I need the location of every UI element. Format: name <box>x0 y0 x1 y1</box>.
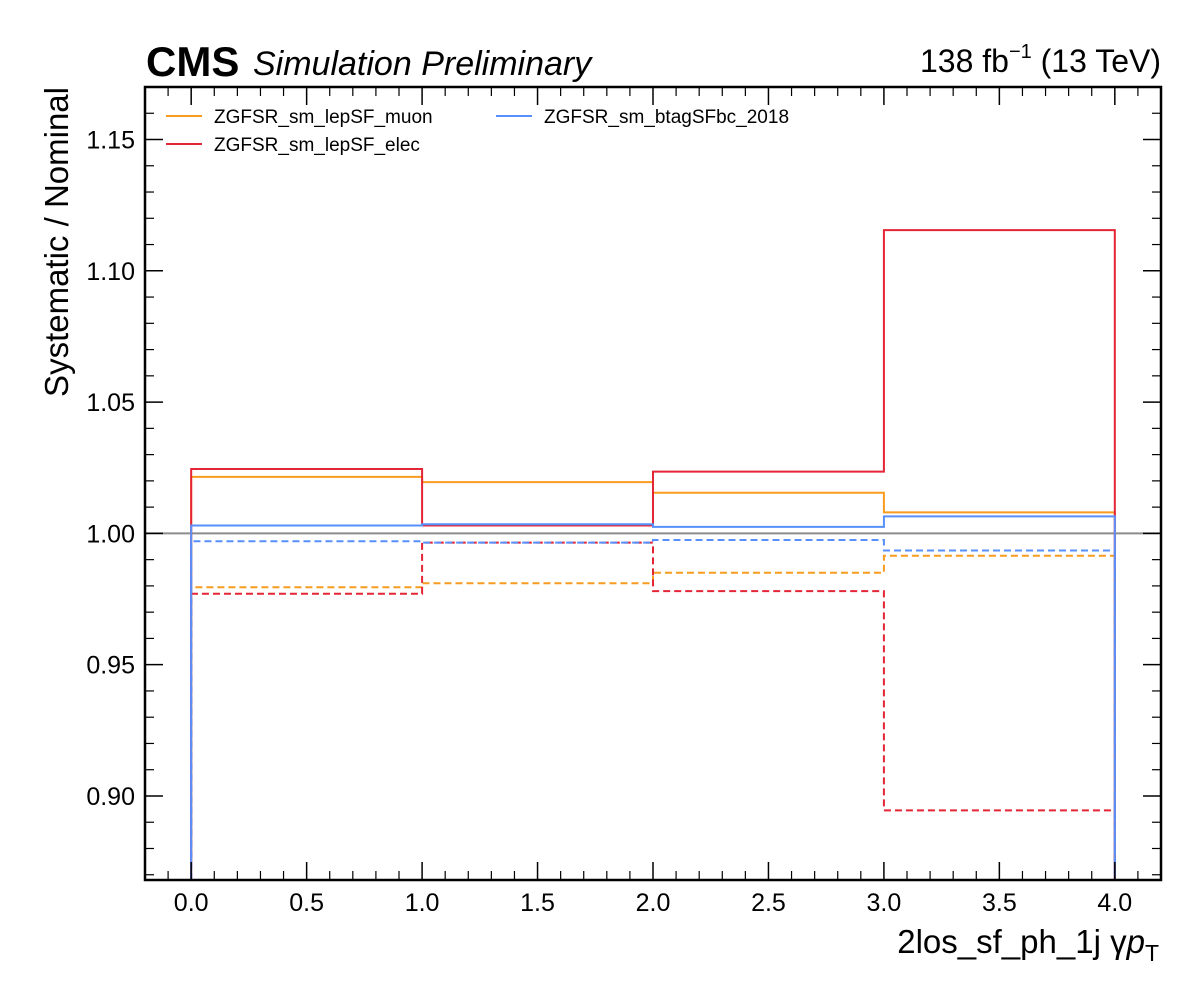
y-tick-label: 0.95 <box>86 652 135 680</box>
axis-ticks-layer: 0.0 0.5 1.0 1.5 2.0 2.5 3.0 3.5 4.0 0.90 0.95 1.00 1… <box>86 86 1162 917</box>
x-axis-title-sub: T <box>1145 940 1159 966</box>
plot-frame <box>143 85 1163 882</box>
legend-label: ZGFSR_sm_btagSFbc_2018 <box>544 107 789 128</box>
x-tick-label: 1.5 <box>520 889 555 917</box>
x-tick-label: 0.5 <box>289 889 324 917</box>
legend-label: ZGFSR_sm_lepSF_muon <box>214 107 433 128</box>
series-ZGFSR_sm_btagSFbc_2018-up <box>190 515 1116 880</box>
y-tick-label: 1.00 <box>86 520 135 548</box>
series-layer <box>190 229 1116 880</box>
series-ZGFSR_sm_btagSFbc_2018-down <box>190 538 1116 880</box>
series-ZGFSR_sm_lepSF_elec-up <box>190 229 1116 880</box>
y-tick-label: 1.15 <box>86 127 135 155</box>
lumi-value: 138 fb <box>920 43 1009 79</box>
x-tick-label: 1.0 <box>405 889 440 917</box>
x-axis-title: 2los_sf_ph_1j γpT <box>897 923 1159 966</box>
x-tick-label: 3.5 <box>982 889 1017 917</box>
x-axis-title-var: p <box>1126 923 1145 960</box>
luminosity-label: 138 fb−1 (13 TeV) <box>920 41 1161 79</box>
x-axis-title-main: 2los_sf_ph_1j γ <box>897 923 1127 960</box>
y-tick-label: 0.90 <box>86 783 135 811</box>
y-axis-title: Systematic / Nominal <box>38 87 75 397</box>
cms-label: CMS <box>146 38 239 85</box>
x-tick-label: 4.0 <box>1097 889 1132 917</box>
x-tick-label: 0.0 <box>174 889 209 917</box>
legend: ZGFSR_sm_lepSF_muon ZGFSR_sm_lepSF_elec ZG… <box>166 107 789 156</box>
x-tick-label: 3.0 <box>867 889 902 917</box>
series-ZGFSR_sm_lepSF_muon-up <box>190 475 1116 880</box>
simulation-status-label: Simulation Preliminary <box>253 45 593 83</box>
energy-label: (13 TeV) <box>1032 43 1161 79</box>
y-tick-label: 1.10 <box>86 258 135 286</box>
x-tick-label: 2.0 <box>636 889 671 917</box>
y-tick-label: 1.05 <box>86 389 135 417</box>
lumi-exponent: −1 <box>1009 41 1032 63</box>
x-tick-label: 2.5 <box>751 889 786 917</box>
legend-label: ZGFSR_sm_lepSF_elec <box>214 135 420 156</box>
series-ZGFSR_sm_lepSF_elec-down <box>190 541 1116 880</box>
series-ZGFSR_sm_lepSF_muon-down <box>190 554 1116 880</box>
